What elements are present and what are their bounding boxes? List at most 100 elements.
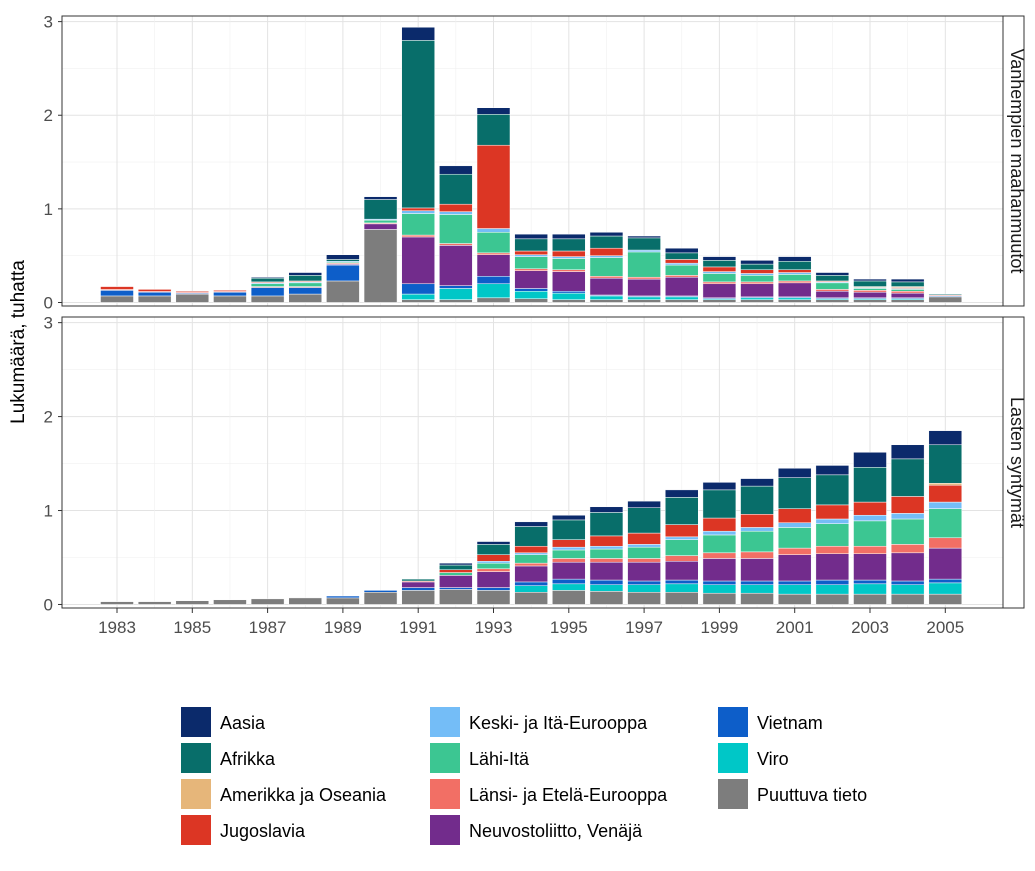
bar-segment-puuttuva-tieto-1996 bbox=[589, 591, 624, 605]
bar-segment-aasia-1993 bbox=[476, 107, 511, 115]
x-tick-label: 1983 bbox=[98, 618, 136, 637]
bar-segment-vietnam-1986 bbox=[213, 291, 247, 297]
y-tick-label: 2 bbox=[44, 106, 53, 125]
bar-segment-puuttuva-tieto-1997 bbox=[627, 592, 661, 605]
bar-segment-neuvostoliitto-ven-j-2001 bbox=[777, 554, 812, 582]
bar-segment-aasia-1997 bbox=[627, 500, 661, 508]
y-tick-label: 3 bbox=[44, 314, 53, 333]
bar-segment-jugoslavia-1983 bbox=[100, 286, 134, 290]
bar-segment-l-nsi-ja-etel-eurooppa-1996 bbox=[589, 276, 624, 279]
bar-segment-keski-ja-it-eurooppa-1994 bbox=[514, 254, 548, 257]
bar-segment-jugoslavia-1985 bbox=[175, 291, 210, 293]
bar-segment-vietnam-1984 bbox=[137, 291, 172, 297]
bar-segment-vietnam-1989 bbox=[326, 595, 360, 599]
x-tick-label: 1999 bbox=[700, 618, 738, 637]
bar-segment-jugoslavia-1998 bbox=[665, 259, 699, 264]
bar-segment-aasia-2002 bbox=[815, 465, 850, 476]
bar-segment-neuvostoliitto-ven-j-1990 bbox=[363, 223, 398, 230]
bar-segment-viro-1997 bbox=[627, 584, 661, 593]
bar-segment-jugoslavia-1986 bbox=[213, 290, 247, 292]
bar-segment-afrikka-1992 bbox=[439, 564, 473, 570]
legend-label: Keski- ja Itä-Eurooppa bbox=[469, 713, 648, 733]
bar-segment-neuvostoliitto-ven-j-2004 bbox=[890, 292, 925, 299]
bar-segment-vietnam-1999 bbox=[702, 580, 737, 585]
bar-segment-jugoslavia-2003 bbox=[853, 501, 887, 516]
bar-segment-l-hi-it-1997 bbox=[627, 546, 661, 559]
bar-segment-afrikka-1991 bbox=[401, 40, 435, 209]
bar-segment-afrikka-2005 bbox=[928, 293, 963, 296]
bar-segment-viro-1998 bbox=[665, 296, 699, 300]
bar-segment-aasia-1996 bbox=[589, 506, 624, 513]
bar-segment-aasia-1994 bbox=[514, 233, 548, 240]
legend-label: Afrikka bbox=[220, 749, 276, 769]
bar-segment-l-nsi-ja-etel-eurooppa-1995 bbox=[552, 269, 586, 272]
bar-segment-jugoslavia-1992 bbox=[439, 569, 473, 573]
bar-segment-aasia-1998 bbox=[665, 489, 699, 498]
bar-segment-puuttuva-tieto-2003 bbox=[853, 299, 887, 303]
bar-segment-jugoslavia-2002 bbox=[815, 504, 850, 520]
legend-item-amerikka-ja-oseania: Amerikka ja Oseania bbox=[181, 779, 387, 809]
bar-segment-vietnam-1996 bbox=[589, 579, 624, 585]
bar-segment-puuttuva-tieto-1991 bbox=[401, 299, 435, 303]
bar-segment-puuttuva-tieto-1996 bbox=[589, 299, 624, 303]
bar-segment-neuvostoliitto-ven-j-1996 bbox=[589, 277, 624, 296]
bar-segment-viro-2002 bbox=[815, 584, 850, 595]
bar-segment-viro-2003 bbox=[853, 583, 887, 595]
bar-segment-l-hi-it-1995 bbox=[552, 549, 586, 559]
bar-segment-viro-1995 bbox=[552, 583, 586, 591]
bar-segment-puuttuva-tieto-2002 bbox=[815, 299, 850, 303]
bar-segment-aasia-1990 bbox=[363, 196, 398, 200]
bar-segment-l-hi-it-1987 bbox=[250, 283, 285, 287]
bar-segment-l-hi-it-2002 bbox=[815, 282, 850, 290]
bar-segment-viro-2000 bbox=[740, 584, 774, 594]
bar-segment-viro-2000 bbox=[740, 297, 774, 300]
bar-segment-puuttuva-tieto-1999 bbox=[702, 592, 737, 605]
bar-segment-puuttuva-tieto-1985 bbox=[175, 600, 210, 605]
bar-segment-l-hi-it-1993 bbox=[476, 232, 511, 254]
bar-segment-l-nsi-ja-etel-eurooppa-2005 bbox=[928, 537, 963, 549]
legend-swatch bbox=[181, 743, 211, 773]
bar-segment-afrikka-2001 bbox=[777, 477, 812, 509]
bar-segment-keski-ja-it-eurooppa-2004 bbox=[890, 513, 925, 520]
bar-segment-l-hi-it-2000 bbox=[740, 275, 774, 283]
legend-label: Lähi-Itä bbox=[469, 749, 530, 769]
bar-segment-afrikka-1993 bbox=[476, 114, 511, 146]
bar-segment-vietnam-1995 bbox=[552, 578, 586, 585]
bar-segment-neuvostoliitto-ven-j-1998 bbox=[665, 276, 699, 297]
bar-segment-keski-ja-it-eurooppa-1992 bbox=[439, 211, 473, 215]
legend-swatch bbox=[430, 779, 460, 809]
bar-segment-jugoslavia-1998 bbox=[665, 524, 699, 538]
bar-segment-l-hi-it-2001 bbox=[777, 274, 812, 282]
bar-segment-aasia-2004 bbox=[890, 278, 925, 283]
bar-segment-afrikka-2005 bbox=[928, 444, 963, 484]
bar-segment-l-nsi-ja-etel-eurooppa-2000 bbox=[740, 281, 774, 285]
bar-segment-afrikka-1987 bbox=[250, 277, 285, 283]
bar-segment-l-nsi-ja-etel-eurooppa-1996 bbox=[589, 558, 624, 563]
bar-segment-keski-ja-it-eurooppa-1998 bbox=[665, 262, 699, 266]
bar-segment-afrikka-1998 bbox=[665, 497, 699, 525]
bar-segment-vietnam-1993 bbox=[476, 276, 511, 285]
bar-segment-l-nsi-ja-etel-eurooppa-1991 bbox=[401, 234, 435, 238]
bar-segment-aasia-1995 bbox=[552, 514, 586, 521]
bar-segment-aasia-2001 bbox=[777, 468, 812, 478]
x-tick-label: 2003 bbox=[851, 618, 889, 637]
bar-segment-neuvostoliitto-ven-j-2000 bbox=[740, 558, 774, 582]
bar-segment-vietnam-2004 bbox=[890, 580, 925, 585]
panel-1: 0 1 2 3 Vanhempien maahanmuutot bbox=[44, 13, 1027, 313]
bar-segment-afrikka-1989 bbox=[326, 259, 360, 262]
bar-segment-l-hi-it-1993 bbox=[476, 562, 511, 570]
bar-segment-neuvostoliitto-ven-j-2003 bbox=[853, 553, 887, 581]
facet-strip bbox=[1002, 15, 1025, 307]
bar-segment-amerikka-ja-oseania-2005 bbox=[928, 483, 963, 486]
bar-segment-afrikka-2001 bbox=[777, 261, 812, 270]
bar-segment-keski-ja-it-eurooppa-2000 bbox=[740, 527, 774, 532]
bar-segment-aasia-1992 bbox=[439, 165, 473, 175]
legend-swatch bbox=[718, 743, 748, 773]
bar-segment-puuttuva-tieto-1992 bbox=[439, 299, 473, 303]
bar-segment-l-nsi-ja-etel-eurooppa-1999 bbox=[702, 281, 737, 285]
bar-segment-aasia-1992 bbox=[439, 562, 473, 566]
bar-segment-viro-2004 bbox=[890, 584, 925, 595]
bar-segment-vietnam-1992 bbox=[439, 285, 473, 289]
bar-segment-puuttuva-tieto-1995 bbox=[552, 299, 586, 303]
